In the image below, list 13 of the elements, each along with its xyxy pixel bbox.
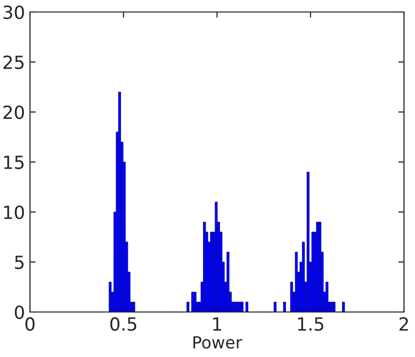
y-tick-label: 20 — [3, 105, 24, 120]
y-tick-label: 30 — [4, 5, 24, 20]
x-axis-title: Power — [193, 336, 242, 349]
y-tick-label: 5 — [15, 256, 24, 270]
y-tick-label: 0 — [14, 305, 24, 320]
y-tick-label: 10 — [4, 205, 24, 220]
x-tick-label: 0 — [25, 317, 35, 331]
x-tick-label: 2 — [400, 317, 408, 331]
x-tick-label: 1.5 — [298, 317, 324, 331]
y-tick-label: 15 — [4, 156, 24, 170]
x-tick-label: 0.5 — [110, 317, 136, 331]
x-tick-label: 1 — [213, 317, 222, 331]
y-tick-label: 25 — [3, 55, 24, 70]
